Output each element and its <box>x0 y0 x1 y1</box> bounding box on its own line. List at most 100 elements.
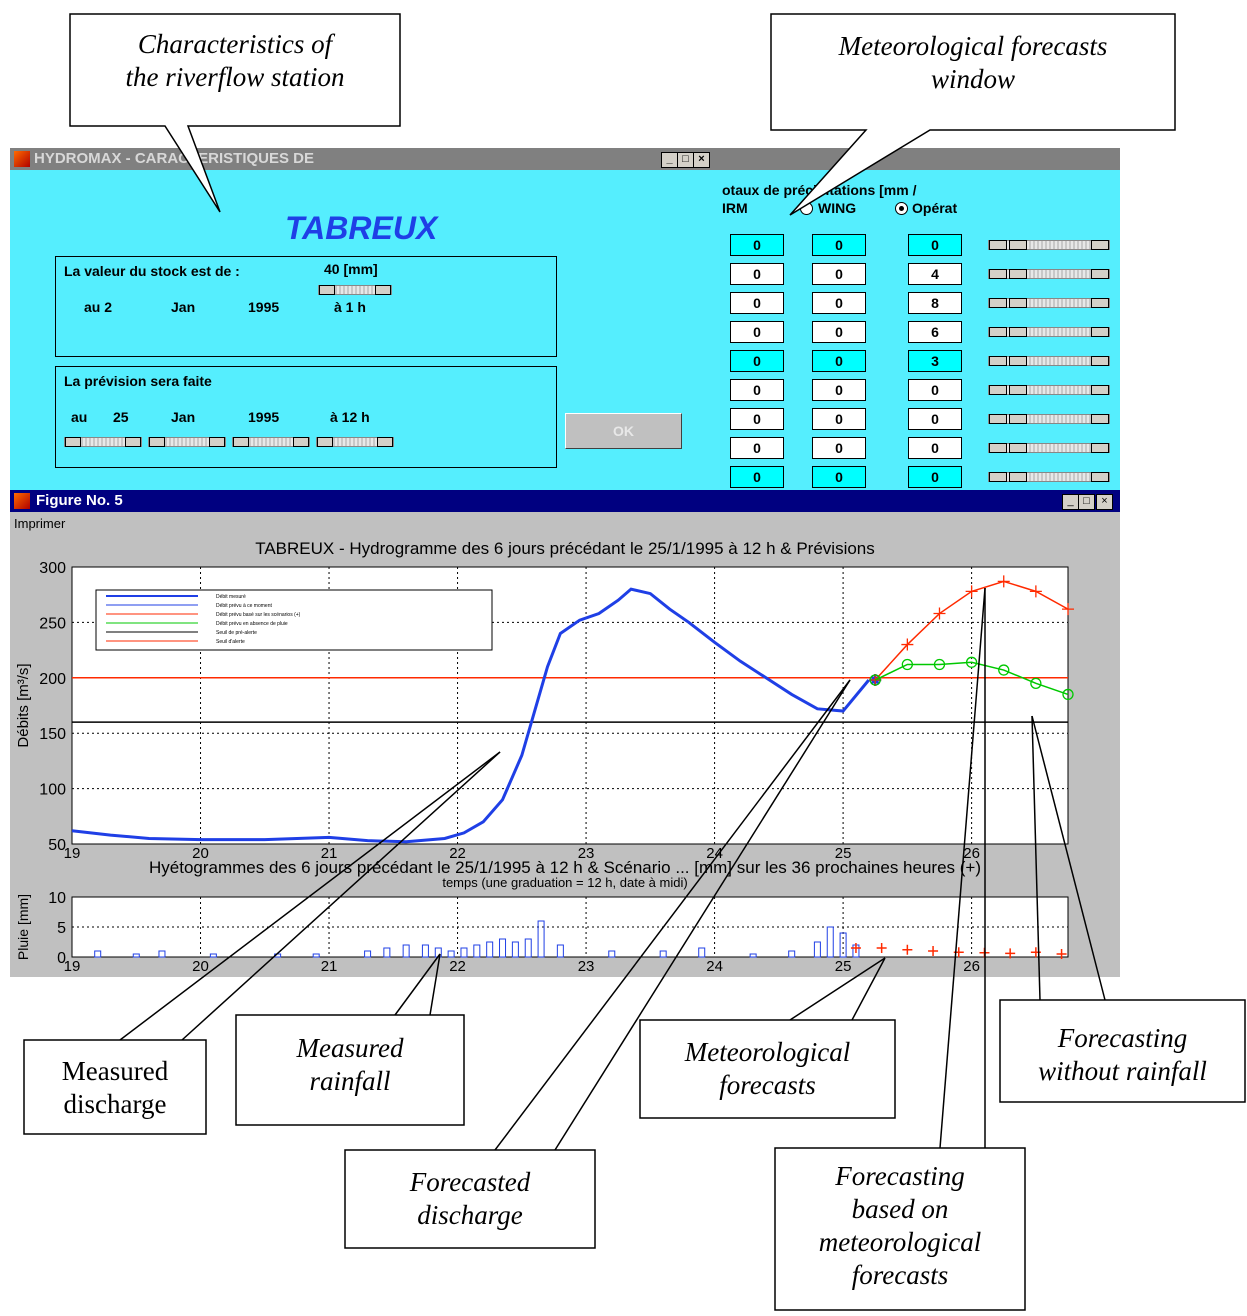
forecast-year-slider[interactable] <box>232 437 310 447</box>
forecast-month: Jan <box>171 409 196 425</box>
legend-label: Débit prévu basé sur les scénarios (+) <box>216 612 301 618</box>
figure-maximize-icon[interactable]: □ <box>1078 494 1095 510</box>
top-series-marker <box>869 674 881 686</box>
forecast-month-slider[interactable] <box>148 437 226 447</box>
meteo-field[interactable]: 0 <box>730 350 784 372</box>
callout-measured-discharge: Measured discharge <box>61 1056 169 1119</box>
figure-minimize-icon[interactable]: _ <box>1062 494 1079 510</box>
figure-window: Figure No. 5 _ □ × Imprimer TABREUX - Hy… <box>10 490 1120 977</box>
top-series-marker <box>997 575 1010 588</box>
bottom-x-tick: 26 <box>963 958 980 974</box>
forecast-label: La prévision sera faite <box>64 373 212 389</box>
meteo-slider[interactable] <box>988 240 1110 250</box>
meteo-field[interactable]: 0 <box>908 379 962 401</box>
meteo-field[interactable]: 0 <box>730 234 784 256</box>
legend-label: Débit prévu en absence de pluie <box>216 621 288 627</box>
station-name: TABREUX <box>285 210 438 246</box>
meteo-field[interactable]: 0 <box>812 234 866 256</box>
stock-panel: La valeur du stock est de : 40 [mm] au 2… <box>55 256 557 357</box>
callout-measured-rainfall: Measured rainfall <box>296 1033 404 1096</box>
callout-meteo-window: Meteorological forecasts window <box>838 31 1108 94</box>
col-irm: IRM <box>722 200 748 216</box>
meteo-slider[interactable] <box>988 327 1110 337</box>
meteo-slider[interactable] <box>988 356 1110 366</box>
callout-without-rainfall: Forecasting without rainfall <box>1038 1023 1207 1086</box>
bottom-y-tick: 5 <box>57 920 66 937</box>
meteo-slider[interactable] <box>988 385 1110 395</box>
radio-operateur[interactable] <box>895 202 908 215</box>
top-y-tick: 50 <box>48 837 66 854</box>
callout-forecasted-discharge: Forecasted discharge <box>409 1167 531 1230</box>
meteo-field[interactable]: 4 <box>908 263 962 285</box>
top-y-tick: 150 <box>39 726 66 743</box>
meteo-field[interactable]: 0 <box>812 437 866 459</box>
app-logo-icon <box>14 151 30 167</box>
forecast-hour: à 12 h <box>330 409 370 425</box>
top-y-tick: 250 <box>39 615 66 632</box>
meteo-field[interactable]: 0 <box>908 234 962 256</box>
meteo-field[interactable]: 0 <box>812 350 866 372</box>
rain-bar <box>94 950 102 958</box>
stock-value: 40 [mm] <box>324 261 378 277</box>
meteo-field[interactable]: 0 <box>812 466 866 488</box>
meteo-field[interactable]: 0 <box>730 321 784 343</box>
meteo-field[interactable]: 0 <box>812 379 866 401</box>
legend-label: Seuil de pré-alerte <box>216 630 257 636</box>
col-wing: WING <box>818 200 857 216</box>
stock-slider[interactable] <box>318 285 392 295</box>
meteo-titlebar <box>720 148 1120 170</box>
radio-wing[interactable] <box>800 202 813 215</box>
minimize-icon[interactable]: _ <box>661 152 678 168</box>
figure-close-icon[interactable]: × <box>1096 494 1113 510</box>
meteo-field[interactable]: 0 <box>908 466 962 488</box>
meteo-slider[interactable] <box>988 269 1110 279</box>
ok-button[interactable]: OK <box>565 413 682 449</box>
meteo-field[interactable]: 0 <box>908 408 962 430</box>
forecast-panel: La prévision sera faite au 25 Jan 1995 à… <box>55 366 557 468</box>
menu-print[interactable]: Imprimer <box>14 516 66 531</box>
meteo-field[interactable]: 0 <box>908 437 962 459</box>
meteo-slider[interactable] <box>988 298 1110 308</box>
station-window-title: HYDROMAX - CARACTERISTIQUES DE <box>34 150 315 167</box>
legend-label: Débit mesuré <box>216 594 246 600</box>
figure-title: Figure No. 5 <box>36 492 123 509</box>
meteo-slider[interactable] <box>988 472 1110 482</box>
stock-month: Jan <box>171 299 196 315</box>
forecast-year: 1995 <box>248 409 280 425</box>
meteo-field[interactable]: 3 <box>908 350 962 372</box>
meteo-slider[interactable] <box>988 443 1110 453</box>
top-series-marker <box>901 658 914 671</box>
meteo-field[interactable]: 8 <box>908 292 962 314</box>
bottom-x-tick: 20 <box>192 958 209 974</box>
forecast-day-slider[interactable] <box>64 437 142 447</box>
forecast-au: au <box>71 409 88 425</box>
top-series-marker <box>1029 585 1042 598</box>
rain-scenario-mark <box>876 943 887 953</box>
meteo-field[interactable]: 0 <box>812 292 866 314</box>
meteo-field[interactable]: 0 <box>730 408 784 430</box>
station-window: HYDROMAX - CARACTERISTIQUES DE _ □ × TAB… <box>10 148 720 490</box>
stock-year: 1995 <box>248 299 280 315</box>
meteo-field[interactable]: 0 <box>812 408 866 430</box>
meteo-field[interactable]: 0 <box>730 466 784 488</box>
meteo-field[interactable]: 0 <box>730 437 784 459</box>
maximize-icon[interactable]: □ <box>677 152 694 168</box>
meteo-window: otaux de précipitations [mm / IRM WING O… <box>720 148 1120 490</box>
callout-forecasting-based: Forecasting based on meteorological fore… <box>818 1161 982 1290</box>
meteo-slider[interactable] <box>988 414 1110 424</box>
close-icon[interactable]: × <box>693 152 710 168</box>
meteo-field[interactable]: 0 <box>730 263 784 285</box>
top-y-tick: 100 <box>39 782 66 799</box>
bottom-x-tick: 25 <box>835 958 852 974</box>
meteo-field[interactable]: 0 <box>730 379 784 401</box>
meteo-field[interactable]: 0 <box>812 263 866 285</box>
meteo-field[interactable]: 0 <box>730 292 784 314</box>
meteo-field[interactable]: 6 <box>908 321 962 343</box>
callout-characteristics: Characteristics of the riverflow station <box>125 29 345 92</box>
top-y-tick: 300 <box>39 560 66 577</box>
meteo-field[interactable]: 0 <box>812 321 866 343</box>
bottom-y-tick: 0 <box>57 950 66 967</box>
forecast-hour-slider[interactable] <box>316 437 394 447</box>
bottom-y-tick: 10 <box>48 890 66 907</box>
col-operateur: Opérat <box>912 200 958 216</box>
